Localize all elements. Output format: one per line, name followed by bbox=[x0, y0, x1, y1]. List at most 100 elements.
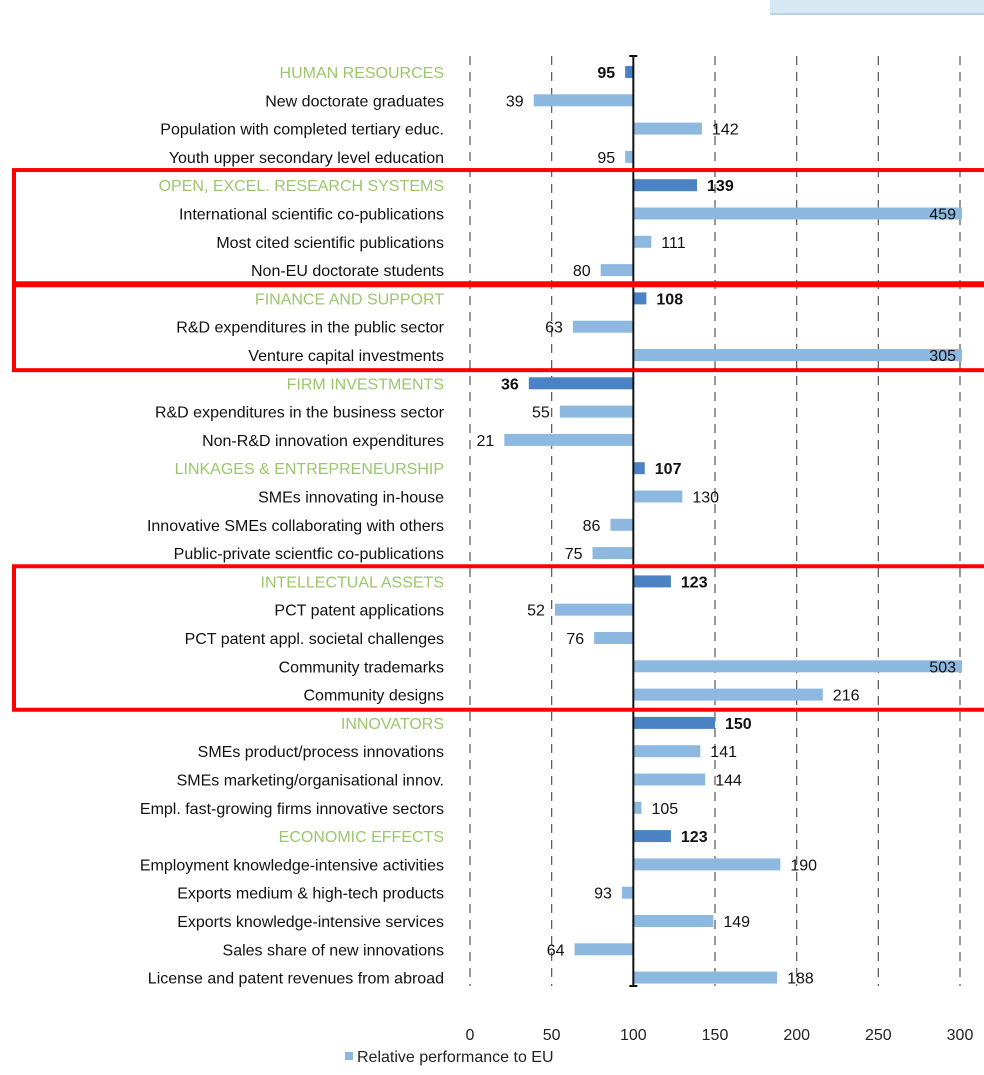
value-label-international-scientific-co-publications: 459 bbox=[929, 207, 956, 224]
bar-open-excel-research-systems bbox=[633, 179, 698, 192]
bar-non-r-d-innovation-expenditures bbox=[504, 433, 634, 446]
value-label-economic-effects: 123 bbox=[681, 829, 708, 846]
category-label-human-resources: HUMAN RESOURCES bbox=[280, 65, 444, 82]
x-tick-label-150: 150 bbox=[702, 1027, 729, 1044]
category-label-linkages-entrepreneurship: LINKAGES & ENTREPRENEURSHIP bbox=[175, 461, 444, 478]
value-label-employment-knowledge-intensive-activities: 190 bbox=[790, 857, 817, 874]
value-label-youth-upper-secondary-level-education: 95 bbox=[597, 150, 615, 167]
bar-most-cited-scientific-publications bbox=[633, 235, 652, 248]
bar-smes-innovating-in-house bbox=[633, 490, 683, 503]
bar-employment-knowledge-intensive-activities bbox=[633, 858, 781, 871]
grid-lines bbox=[469, 56, 961, 986]
bar-smes-product-process-innovations bbox=[633, 745, 701, 758]
category-label-community-designs: Community designs bbox=[304, 688, 445, 705]
value-label-linkages-entrepreneurship: 107 bbox=[655, 461, 682, 478]
value-label-venture-capital-investments: 305 bbox=[929, 348, 956, 365]
category-label-open-excel-research-systems: OPEN, EXCEL. RESEARCH SYSTEMS bbox=[159, 178, 444, 195]
value-label-smes-product-process-innovations: 141 bbox=[710, 744, 737, 761]
axis: 0 50 100 150 200 250 300 bbox=[466, 55, 973, 1044]
x-tick-label-250: 250 bbox=[865, 1027, 892, 1044]
category-label-intellectual-assets: INTELLECTUAL ASSETS bbox=[261, 574, 444, 591]
value-label-new-doctorate-graduates: 39 bbox=[506, 93, 524, 110]
value-label-non-eu-doctorate-students: 80 bbox=[573, 263, 591, 280]
value-label-open-excel-research-systems: 139 bbox=[707, 178, 734, 195]
value-label-sales-share-of-new-innovations: 64 bbox=[547, 942, 565, 959]
legend-label: Relative performance to EU bbox=[357, 1049, 554, 1066]
bar-license-and-patent-revenues-from-abroad bbox=[633, 971, 778, 984]
bar-non-eu-doctorate-students bbox=[600, 264, 634, 277]
bar-empl-fast-growing-firms-innovative-sectors bbox=[633, 801, 642, 814]
x-tick-label-0: 0 bbox=[466, 1027, 475, 1044]
category-label-exports-knowledge-intensive-services: Exports knowledge-intensive services bbox=[177, 914, 444, 931]
bar-sales-share-of-new-innovations bbox=[574, 943, 634, 956]
bar-exports-medium-high-tech-products bbox=[621, 886, 634, 899]
legend: Relative performance to EU bbox=[345, 1049, 554, 1066]
category-label-innovators: INNOVATORS bbox=[341, 716, 444, 733]
x-tick-label-200: 200 bbox=[783, 1027, 810, 1044]
value-label-community-trademarks: 503 bbox=[929, 659, 956, 676]
bar-linkages-entrepreneurship bbox=[633, 462, 645, 475]
header-decoration-bar bbox=[770, 0, 984, 15]
category-label-non-eu-doctorate-students: Non-EU doctorate students bbox=[251, 263, 444, 280]
category-label-international-scientific-co-publications: International scientific co-publications bbox=[179, 207, 444, 224]
bar-human-resources bbox=[625, 66, 634, 78]
category-label-license-and-patent-revenues-from-abroad: License and patent revenues from abroad bbox=[148, 971, 444, 988]
value-label-community-designs: 216 bbox=[833, 688, 860, 705]
category-label-community-trademarks: Community trademarks bbox=[279, 659, 444, 676]
value-label-population-with-completed-tertiary-educ: 142 bbox=[712, 122, 739, 139]
bar-r-d-expenditures-in-the-public-sector bbox=[572, 320, 634, 333]
value-label-non-r-d-innovation-expenditures: 21 bbox=[477, 433, 495, 450]
bar-innovators bbox=[633, 716, 715, 729]
category-label-non-r-d-innovation-expenditures: Non-R&D innovation expenditures bbox=[202, 433, 444, 450]
bar-finance-and-support bbox=[633, 292, 647, 305]
value-label-smes-innovating-in-house: 130 bbox=[692, 490, 719, 507]
bar-community-trademarks bbox=[633, 660, 962, 673]
value-label-human-resources: 95 bbox=[597, 65, 615, 82]
value-label-smes-marketing-organisational-innov: 144 bbox=[715, 773, 742, 790]
bar-firm-investments bbox=[528, 377, 634, 390]
category-label-employment-knowledge-intensive-activities: Employment knowledge-intensive activitie… bbox=[140, 857, 444, 874]
value-label-exports-knowledge-intensive-services: 149 bbox=[723, 914, 750, 931]
bar-community-designs bbox=[633, 688, 823, 701]
bar-public-private-scientfic-co-publications bbox=[592, 547, 634, 560]
category-label-new-doctorate-graduates: New doctorate graduates bbox=[265, 93, 444, 110]
category-label-empl-fast-growing-firms-innovative-sectors: Empl. fast-growing firms innovative sect… bbox=[140, 801, 444, 818]
bar-smes-marketing-organisational-innov bbox=[633, 773, 706, 786]
category-label-pct-patent-appl-societal-challenges: PCT patent appl. societal challenges bbox=[185, 631, 444, 648]
bar-economic-effects bbox=[633, 830, 671, 843]
value-label-pct-patent-appl-societal-challenges: 76 bbox=[566, 631, 584, 648]
category-label-exports-medium-high-tech-products: Exports medium & high-tech products bbox=[177, 886, 444, 903]
value-label-most-cited-scientific-publications: 111 bbox=[661, 235, 685, 252]
category-label-smes-innovating-in-house: SMEs innovating in-house bbox=[258, 490, 444, 507]
bar-innovative-smes-collaborating-with-others bbox=[610, 518, 634, 531]
bar-international-scientific-co-publications bbox=[633, 207, 962, 220]
value-label-exports-medium-high-tech-products: 93 bbox=[594, 886, 612, 903]
category-label-sales-share-of-new-innovations: Sales share of new innovations bbox=[223, 942, 444, 959]
category-label-economic-effects: ECONOMIC EFFECTS bbox=[279, 829, 444, 846]
value-label-r-d-expenditures-in-the-business-sector: 55 bbox=[532, 405, 550, 422]
highlight-box-intellectual-assets bbox=[12, 564, 984, 712]
bar-r-d-expenditures-in-the-business-sector bbox=[559, 405, 634, 418]
category-label-r-d-expenditures-in-the-business-sector: R&D expenditures in the business sector bbox=[155, 405, 445, 422]
category-label-smes-product-process-innovations: SMEs product/process innovations bbox=[198, 744, 444, 761]
category-label-most-cited-scientific-publications: Most cited scientific publications bbox=[216, 235, 444, 252]
value-label-r-d-expenditures-in-the-public-sector: 63 bbox=[545, 320, 563, 337]
bar-population-with-completed-tertiary-educ bbox=[633, 122, 702, 135]
value-label-intellectual-assets: 123 bbox=[681, 574, 708, 591]
category-label-venture-capital-investments: Venture capital investments bbox=[248, 348, 444, 365]
value-label-license-and-patent-revenues-from-abroad: 188 bbox=[787, 971, 814, 988]
value-labels: 95 39 142 95 139 459 111 80 108 63 305 36 55 21 107 130… bbox=[477, 65, 957, 988]
category-label-public-private-scientfic-co-publications: Public-private scientfic co-publications bbox=[174, 546, 444, 563]
bar-pct-patent-appl-societal-challenges bbox=[594, 632, 634, 644]
category-label-innovative-smes-collaborating-with-others: Innovative SMEs collaborating with other… bbox=[147, 518, 444, 535]
category-label-smes-marketing-organisational-innov: SMEs marketing/organisational innov. bbox=[177, 773, 444, 790]
category-label-r-d-expenditures-in-the-public-sector: R&D expenditures in the public sector bbox=[176, 320, 444, 337]
bar-pct-patent-applications bbox=[554, 603, 634, 616]
bars bbox=[504, 66, 962, 984]
bar-youth-upper-secondary-level-education bbox=[625, 150, 634, 163]
value-label-innovators: 150 bbox=[725, 716, 752, 733]
bar-new-doctorate-graduates bbox=[533, 94, 634, 107]
category-label-population-with-completed-tertiary-educ: Population with completed tertiary educ. bbox=[160, 122, 444, 139]
category-label-finance-and-support: FINANCE AND SUPPORT bbox=[255, 291, 444, 308]
category-label-firm-investments: FIRM INVESTMENTS bbox=[287, 376, 444, 393]
